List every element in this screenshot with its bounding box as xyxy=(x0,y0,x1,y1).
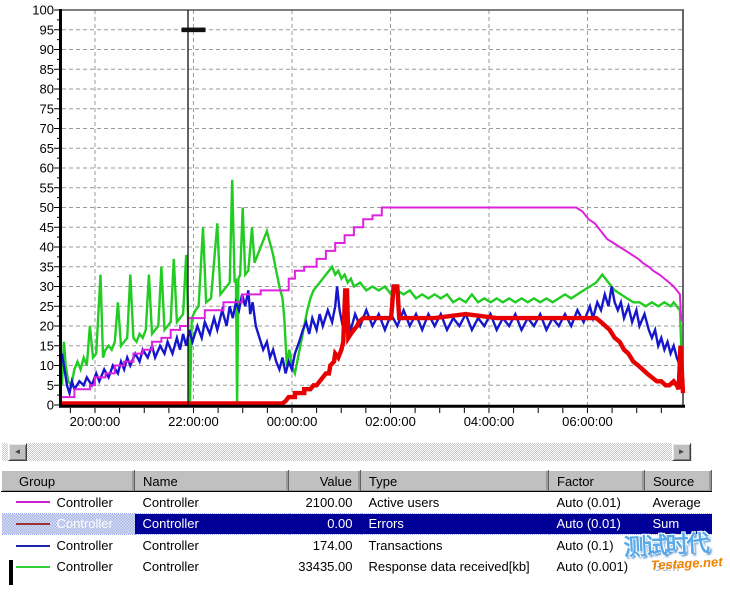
svg-text:70: 70 xyxy=(40,121,54,136)
cell-group: Controller xyxy=(56,559,113,575)
cell-group: Controller xyxy=(56,538,113,553)
cell-type: Transactions xyxy=(360,534,549,556)
column-header-group[interactable]: Group xyxy=(1,470,135,492)
svg-text:30: 30 xyxy=(40,279,54,294)
scroll-right-button[interactable]: ► xyxy=(672,443,691,461)
table-header-row: Group Name Value Type Factor Source xyxy=(1,470,712,492)
scroll-left-button[interactable]: ◄ xyxy=(8,443,27,461)
cell-group: Controller xyxy=(56,516,113,532)
cell-source: Average xyxy=(644,491,712,513)
svg-text:75: 75 xyxy=(40,101,54,116)
svg-text:20: 20 xyxy=(40,319,54,334)
svg-text:22:00:00: 22:00:00 xyxy=(168,414,219,429)
cell-type: Active users xyxy=(360,491,549,513)
svg-text:85: 85 xyxy=(40,62,54,77)
series-color-swatch xyxy=(15,544,50,547)
svg-text:5: 5 xyxy=(47,378,54,393)
cell-type: Errors xyxy=(360,512,549,535)
series-color-swatch xyxy=(15,522,50,525)
table-row[interactable]: Controller Controller 2100.00 Active use… xyxy=(1,491,712,513)
cell-factor: Auto (0.01) xyxy=(548,491,645,513)
svg-text:50: 50 xyxy=(40,200,54,215)
cell-type: Response data received[kb] xyxy=(360,556,549,578)
table-row[interactable]: Controller Controller 174.00 Transaction… xyxy=(1,534,712,556)
performance-chart: 0 5 10 15 20 25 30 35 40 45 50 55 60 65 70 75 80 85 90 95 10… xyxy=(32,3,686,429)
table-row[interactable]: Controller Controller 33435.00 Response … xyxy=(1,556,712,578)
svg-text:02:00:00: 02:00:00 xyxy=(365,414,416,429)
series-line-active-users xyxy=(62,206,684,399)
svg-text:04:00:00: 04:00:00 xyxy=(464,414,515,429)
text-caret-artifact xyxy=(9,560,13,585)
scroll-left-icon: ◄ xyxy=(13,447,22,456)
column-header-name[interactable]: Name xyxy=(134,470,289,492)
x-axis: 20:00:00 22:00:00 00:00:00 02:00:00 04:00:00… xyxy=(70,408,662,429)
svg-text:55: 55 xyxy=(40,180,54,195)
svg-text:90: 90 xyxy=(40,42,54,57)
svg-text:65: 65 xyxy=(40,141,54,156)
column-header-source[interactable]: Source xyxy=(644,470,712,492)
svg-text:40: 40 xyxy=(40,240,54,255)
column-header-value[interactable]: Value xyxy=(288,470,361,492)
cell-source: Sum xyxy=(644,512,712,535)
svg-text:60: 60 xyxy=(40,161,54,176)
column-header-factor[interactable]: Factor xyxy=(548,470,645,492)
cell-value: 2100.00 xyxy=(288,491,361,513)
series-line-transactions xyxy=(60,286,685,398)
cell-value: 0.00 xyxy=(288,512,361,535)
series-color-swatch xyxy=(15,565,50,568)
cell-name: Controller xyxy=(134,491,289,513)
svg-text:35: 35 xyxy=(40,259,54,274)
cell-source: Sum xyxy=(644,556,712,578)
chart-svg: 0 5 10 15 20 25 30 35 40 45 50 55 60 65 70 75 80 85 90 95 10… xyxy=(32,3,686,429)
cell-factor: Auto (0.01) xyxy=(548,512,645,535)
svg-text:0: 0 xyxy=(47,398,54,413)
metrics-table: Group Name Value Type Factor Source Cont… xyxy=(1,470,712,578)
svg-text:15: 15 xyxy=(40,338,54,353)
cell-group: Controller xyxy=(56,494,113,510)
cell-source: Sum xyxy=(644,534,712,556)
cell-value: 33435.00 xyxy=(288,556,361,578)
scroll-right-icon: ► xyxy=(677,447,686,456)
table-row-selected[interactable]: Controller Controller 0.00 Errors Auto (… xyxy=(1,512,712,535)
svg-text:45: 45 xyxy=(40,220,54,235)
series-line-errors xyxy=(62,284,686,406)
horizontal-scrollbar[interactable]: ◄ ► xyxy=(2,443,692,461)
cell-name: Controller xyxy=(134,512,289,535)
svg-text:95: 95 xyxy=(40,22,54,37)
cell-name: Controller xyxy=(134,556,289,578)
cell-name: Controller xyxy=(134,534,289,556)
cell-factor: Auto (0.001) xyxy=(548,556,645,578)
series-color-swatch xyxy=(15,501,50,504)
svg-text:80: 80 xyxy=(40,82,54,97)
svg-text:00:00:00: 00:00:00 xyxy=(267,414,318,429)
svg-text:25: 25 xyxy=(40,299,54,314)
cell-factor: Auto (0.1) xyxy=(548,534,645,556)
chart-cursor-handle[interactable] xyxy=(181,27,206,33)
svg-text:100: 100 xyxy=(32,3,54,18)
cell-value: 174.00 xyxy=(288,534,361,556)
svg-text:20:00:00: 20:00:00 xyxy=(70,414,121,429)
svg-text:06:00:00: 06:00:00 xyxy=(562,414,613,429)
series-line-response-data-received-kb- xyxy=(60,179,685,406)
svg-text:10: 10 xyxy=(40,358,54,373)
y-axis: 0 5 10 15 20 25 30 35 40 45 50 55 60 65 70 75 80 85 90 95 10… xyxy=(32,3,59,413)
column-header-type[interactable]: Type xyxy=(360,470,549,492)
